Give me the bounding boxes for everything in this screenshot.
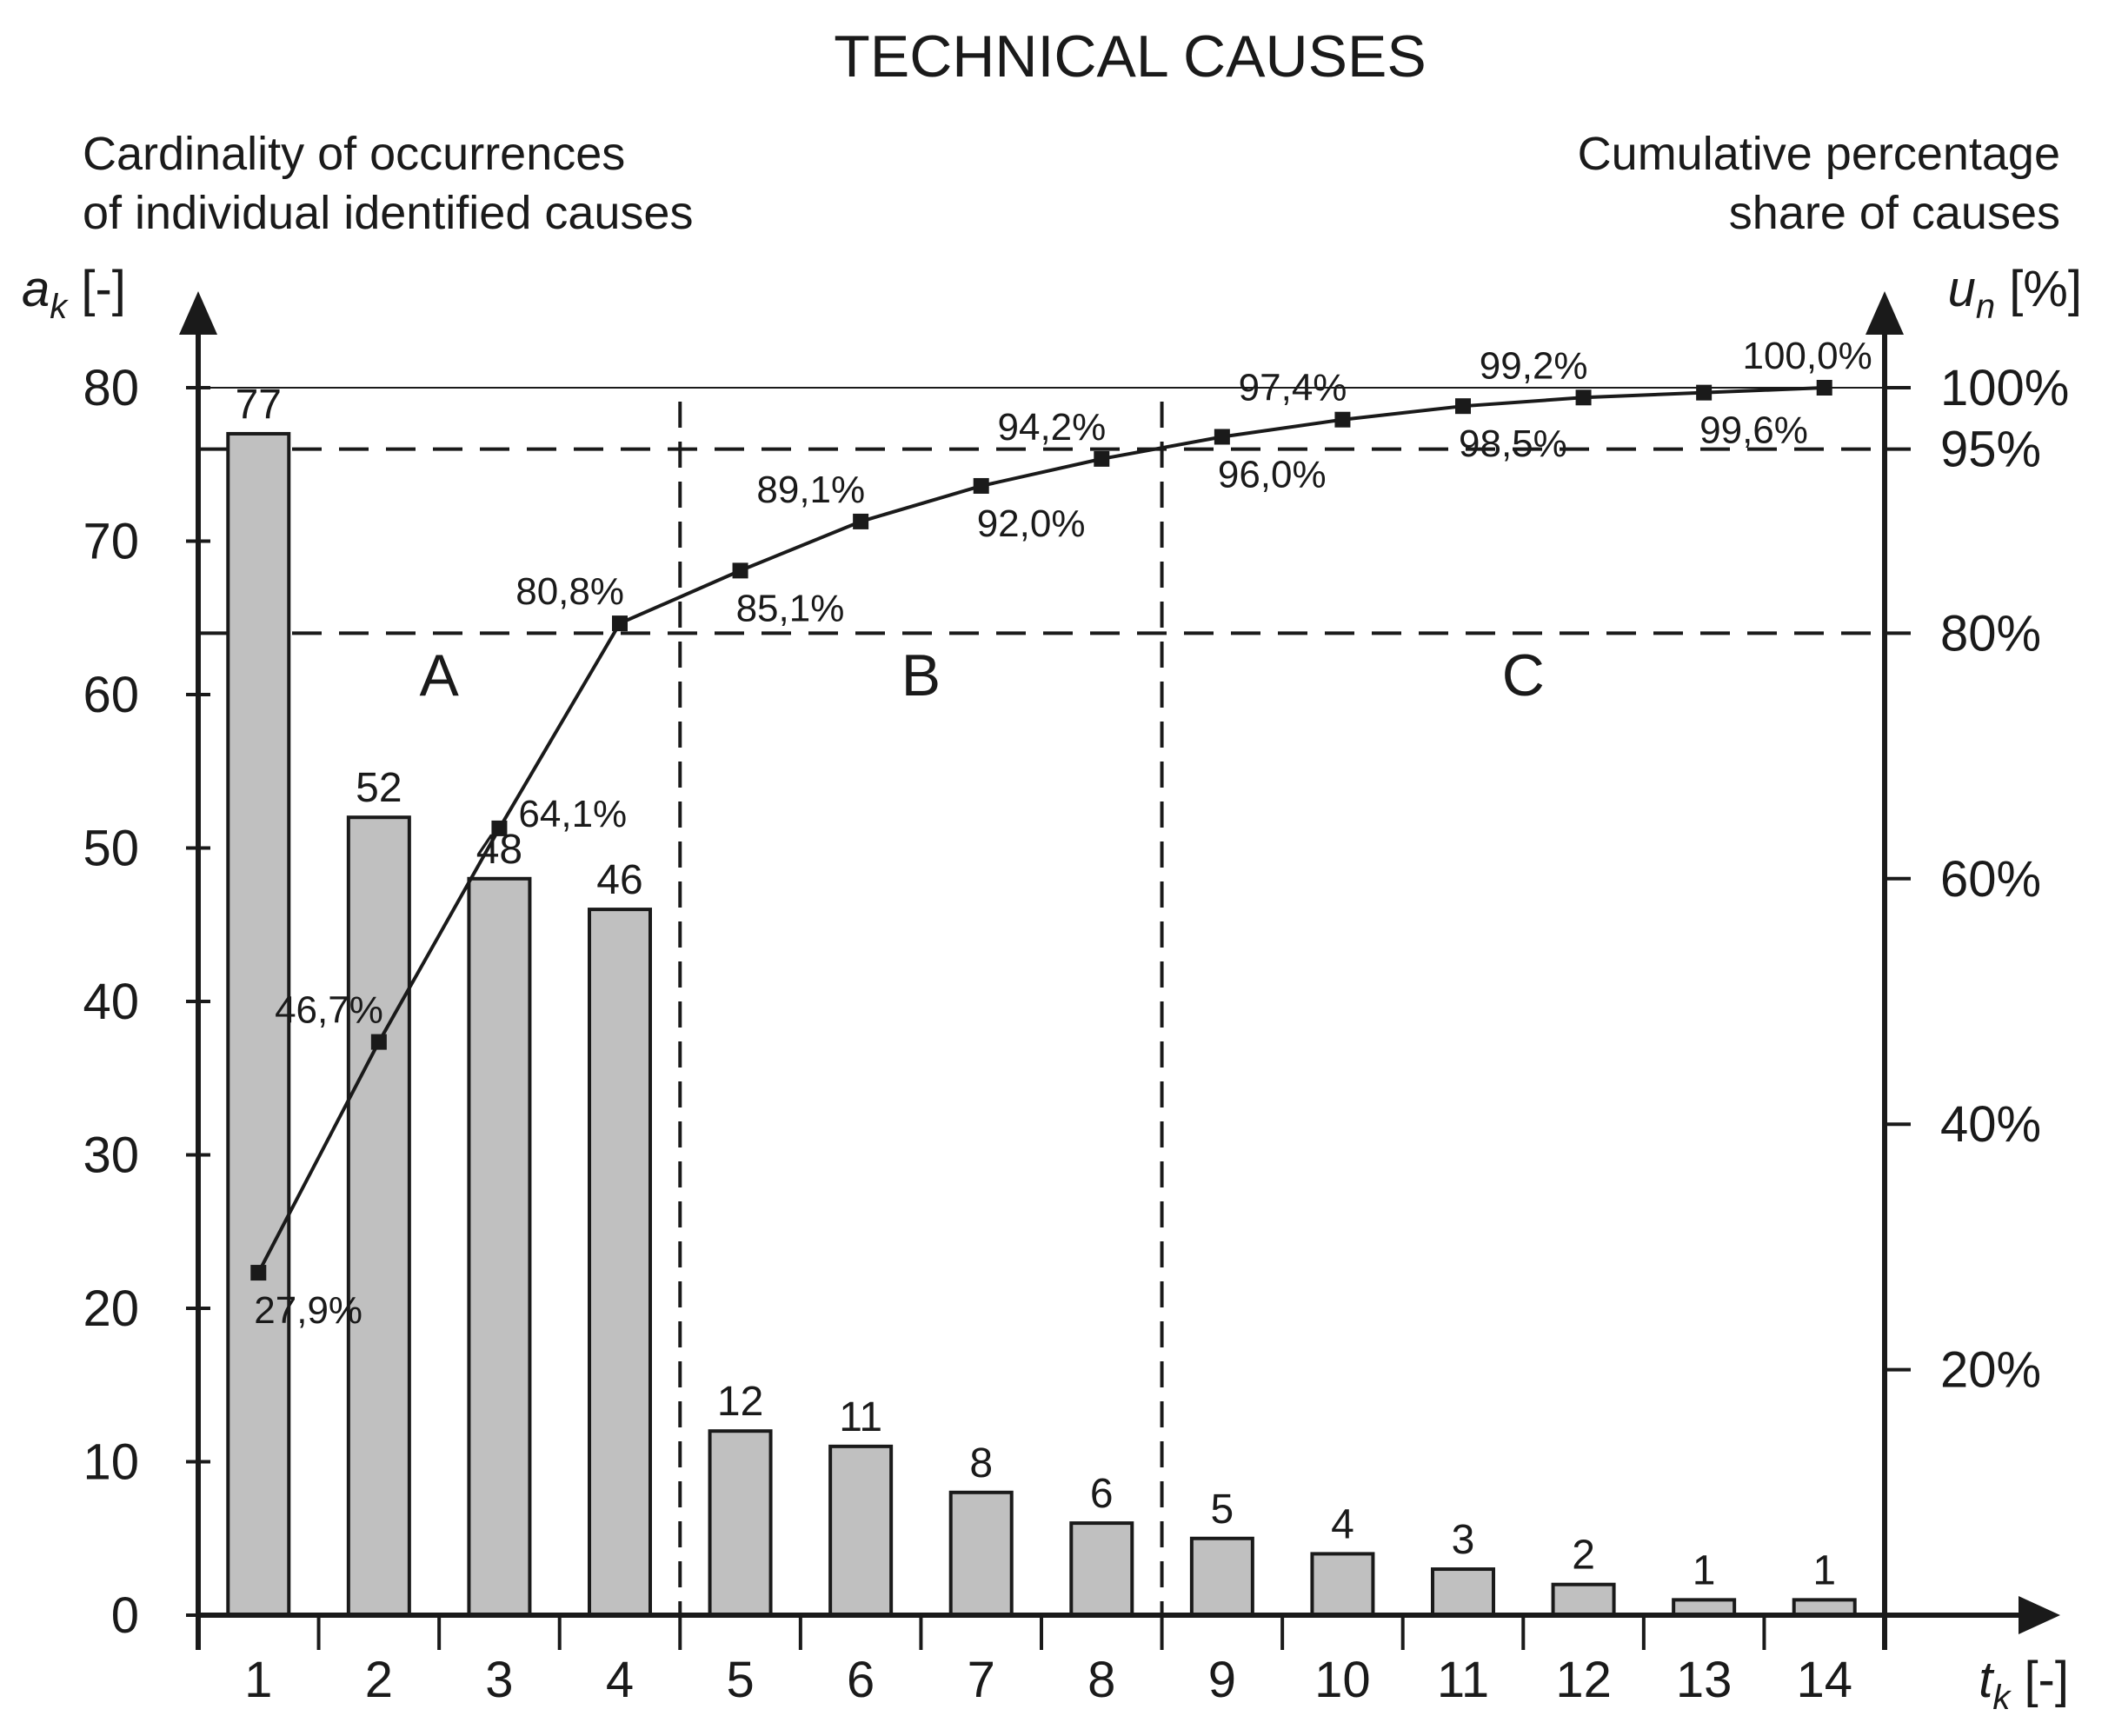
cumulative-marker-5 — [732, 562, 748, 579]
bar-label-11: 3 — [1452, 1517, 1475, 1563]
cumulative-label-3: 64,1% — [518, 793, 627, 835]
cumulative-marker-9 — [1214, 429, 1230, 445]
bar-label-4: 46 — [596, 857, 642, 903]
right-axis-symbol: un [%] — [1948, 261, 2082, 326]
left-tick-label-0: 0 — [111, 1587, 139, 1644]
right-tick-label-80: 80% — [1940, 605, 2041, 662]
x-tick-label-3: 3 — [485, 1652, 513, 1708]
zone-label-C: C — [1502, 642, 1545, 708]
x-axis-symbol: tk [-] — [1979, 1652, 2069, 1717]
cumulative-marker-8 — [1094, 450, 1110, 467]
left-axis-title-line1: Cardinality of occurrences — [83, 128, 625, 180]
x-tick-label-10: 10 — [1314, 1652, 1371, 1708]
bar-label-10: 4 — [1331, 1501, 1354, 1547]
chart-title: TECHNICAL CAUSES — [834, 23, 1426, 90]
x-tick-label-7: 7 — [968, 1652, 995, 1708]
cumulative-marker-14 — [1816, 380, 1832, 396]
cumulative-line — [256, 386, 1825, 1274]
left-tick-label-50: 50 — [83, 821, 139, 877]
cumulative-marker-13 — [1696, 384, 1713, 401]
bar-11 — [1431, 1567, 1495, 1618]
cumulative-label-13: 99,6% — [1699, 409, 1808, 452]
cumulative-marker-10 — [1334, 411, 1351, 428]
left-axis-symbol: ak [-] — [22, 261, 126, 326]
cumulative-label-8: 94,2% — [998, 406, 1107, 449]
cumulative-label-7: 92,0% — [977, 502, 1086, 545]
right-axis-title-line2: share of causes — [1729, 187, 2060, 239]
x-tick-label-12: 12 — [1555, 1652, 1612, 1708]
right-tick-label-60: 60% — [1940, 851, 2041, 908]
x-tick-label-14: 14 — [1796, 1652, 1852, 1708]
bar-label-13: 1 — [1693, 1547, 1716, 1593]
cumulative-label-2: 46,7% — [275, 989, 383, 1032]
x-tick-label-9: 9 — [1208, 1652, 1236, 1708]
x-tick-label-5: 5 — [726, 1652, 754, 1708]
bar-label-5: 12 — [717, 1379, 763, 1425]
bar-9 — [1189, 1536, 1254, 1617]
x-tick-label-1: 1 — [244, 1652, 272, 1708]
bar-12 — [1551, 1582, 1616, 1617]
cumulative-label-14: 100,0% — [1742, 335, 1872, 377]
bar-label-7: 8 — [969, 1440, 993, 1487]
x-tick-label-2: 2 — [365, 1652, 393, 1708]
cumulative-marker-4 — [612, 615, 628, 632]
cumulative-label-11: 98,5% — [1459, 422, 1567, 465]
bar-5 — [708, 1429, 773, 1617]
cumulative-label-4: 80,8% — [515, 570, 624, 613]
bar-6 — [828, 1444, 894, 1617]
bar-label-1: 77 — [236, 382, 282, 428]
cumulative-marker-3 — [491, 820, 508, 836]
left-tick-label-20: 20 — [83, 1280, 139, 1337]
x-axis-arrow — [2019, 1596, 2060, 1634]
bar-4 — [588, 908, 652, 1617]
x-tick-label-13: 13 — [1676, 1652, 1733, 1708]
x-tick-label-8: 8 — [1087, 1652, 1115, 1708]
bar-label-14: 1 — [1812, 1547, 1836, 1593]
bar-label-3: 48 — [476, 827, 522, 873]
cumulative-marker-11 — [1455, 398, 1471, 415]
bar-label-12: 2 — [1572, 1533, 1595, 1579]
left-tick-label-40: 40 — [83, 974, 139, 1030]
bar-2 — [346, 815, 411, 1617]
cumulative-marker-12 — [1575, 389, 1592, 406]
zone-label-A: A — [419, 642, 459, 708]
right-axis-title-line1: Cumulative percentage — [1578, 128, 2060, 180]
bar-label-8: 6 — [1090, 1471, 1114, 1517]
cumulative-marker-7 — [973, 477, 989, 494]
left-tick-label-10: 10 — [83, 1434, 139, 1491]
right-tick-label-20: 20% — [1940, 1342, 2041, 1399]
right-y-axis-arrow — [1866, 291, 1904, 335]
left-y-axis-arrow — [179, 291, 217, 335]
bar-label-9: 5 — [1211, 1487, 1234, 1533]
left-tick-label-70: 70 — [83, 514, 139, 570]
bar-8 — [1069, 1521, 1134, 1617]
cumulative-label-1: 27,9% — [254, 1289, 362, 1332]
bar-label-6: 11 — [839, 1394, 882, 1440]
cumulative-marker-2 — [370, 1034, 387, 1050]
bar-7 — [948, 1490, 1014, 1618]
right-tick-label-100: 100% — [1940, 360, 2069, 416]
x-tick-label-6: 6 — [847, 1652, 875, 1708]
right-tick-label-95: 95% — [1940, 422, 2041, 478]
bar-3 — [467, 876, 532, 1617]
left-tick-label-30: 30 — [83, 1127, 139, 1184]
x-tick-label-4: 4 — [606, 1652, 634, 1708]
left-tick-label-60: 60 — [83, 667, 139, 723]
cumulative-label-5: 85,1% — [736, 587, 845, 629]
left-tick-label-80: 80 — [83, 360, 139, 416]
cumulative-label-9: 96,0% — [1218, 453, 1327, 496]
right-tick-label-40: 40% — [1940, 1096, 2041, 1153]
left-axis-title-line2: of individual identified causes — [83, 187, 693, 239]
cumulative-label-10: 97,4% — [1239, 367, 1347, 409]
zone-label-B: B — [901, 642, 941, 708]
cumulative-label-12: 99,2% — [1480, 344, 1588, 387]
bar-1 — [226, 431, 291, 1618]
cumulative-marker-1 — [250, 1265, 267, 1281]
cumulative-label-6: 89,1% — [756, 469, 865, 511]
bar-label-2: 52 — [356, 765, 402, 811]
cumulative-marker-6 — [853, 513, 869, 529]
x-tick-label-11: 11 — [1437, 1652, 1489, 1708]
bar-10 — [1310, 1552, 1375, 1618]
